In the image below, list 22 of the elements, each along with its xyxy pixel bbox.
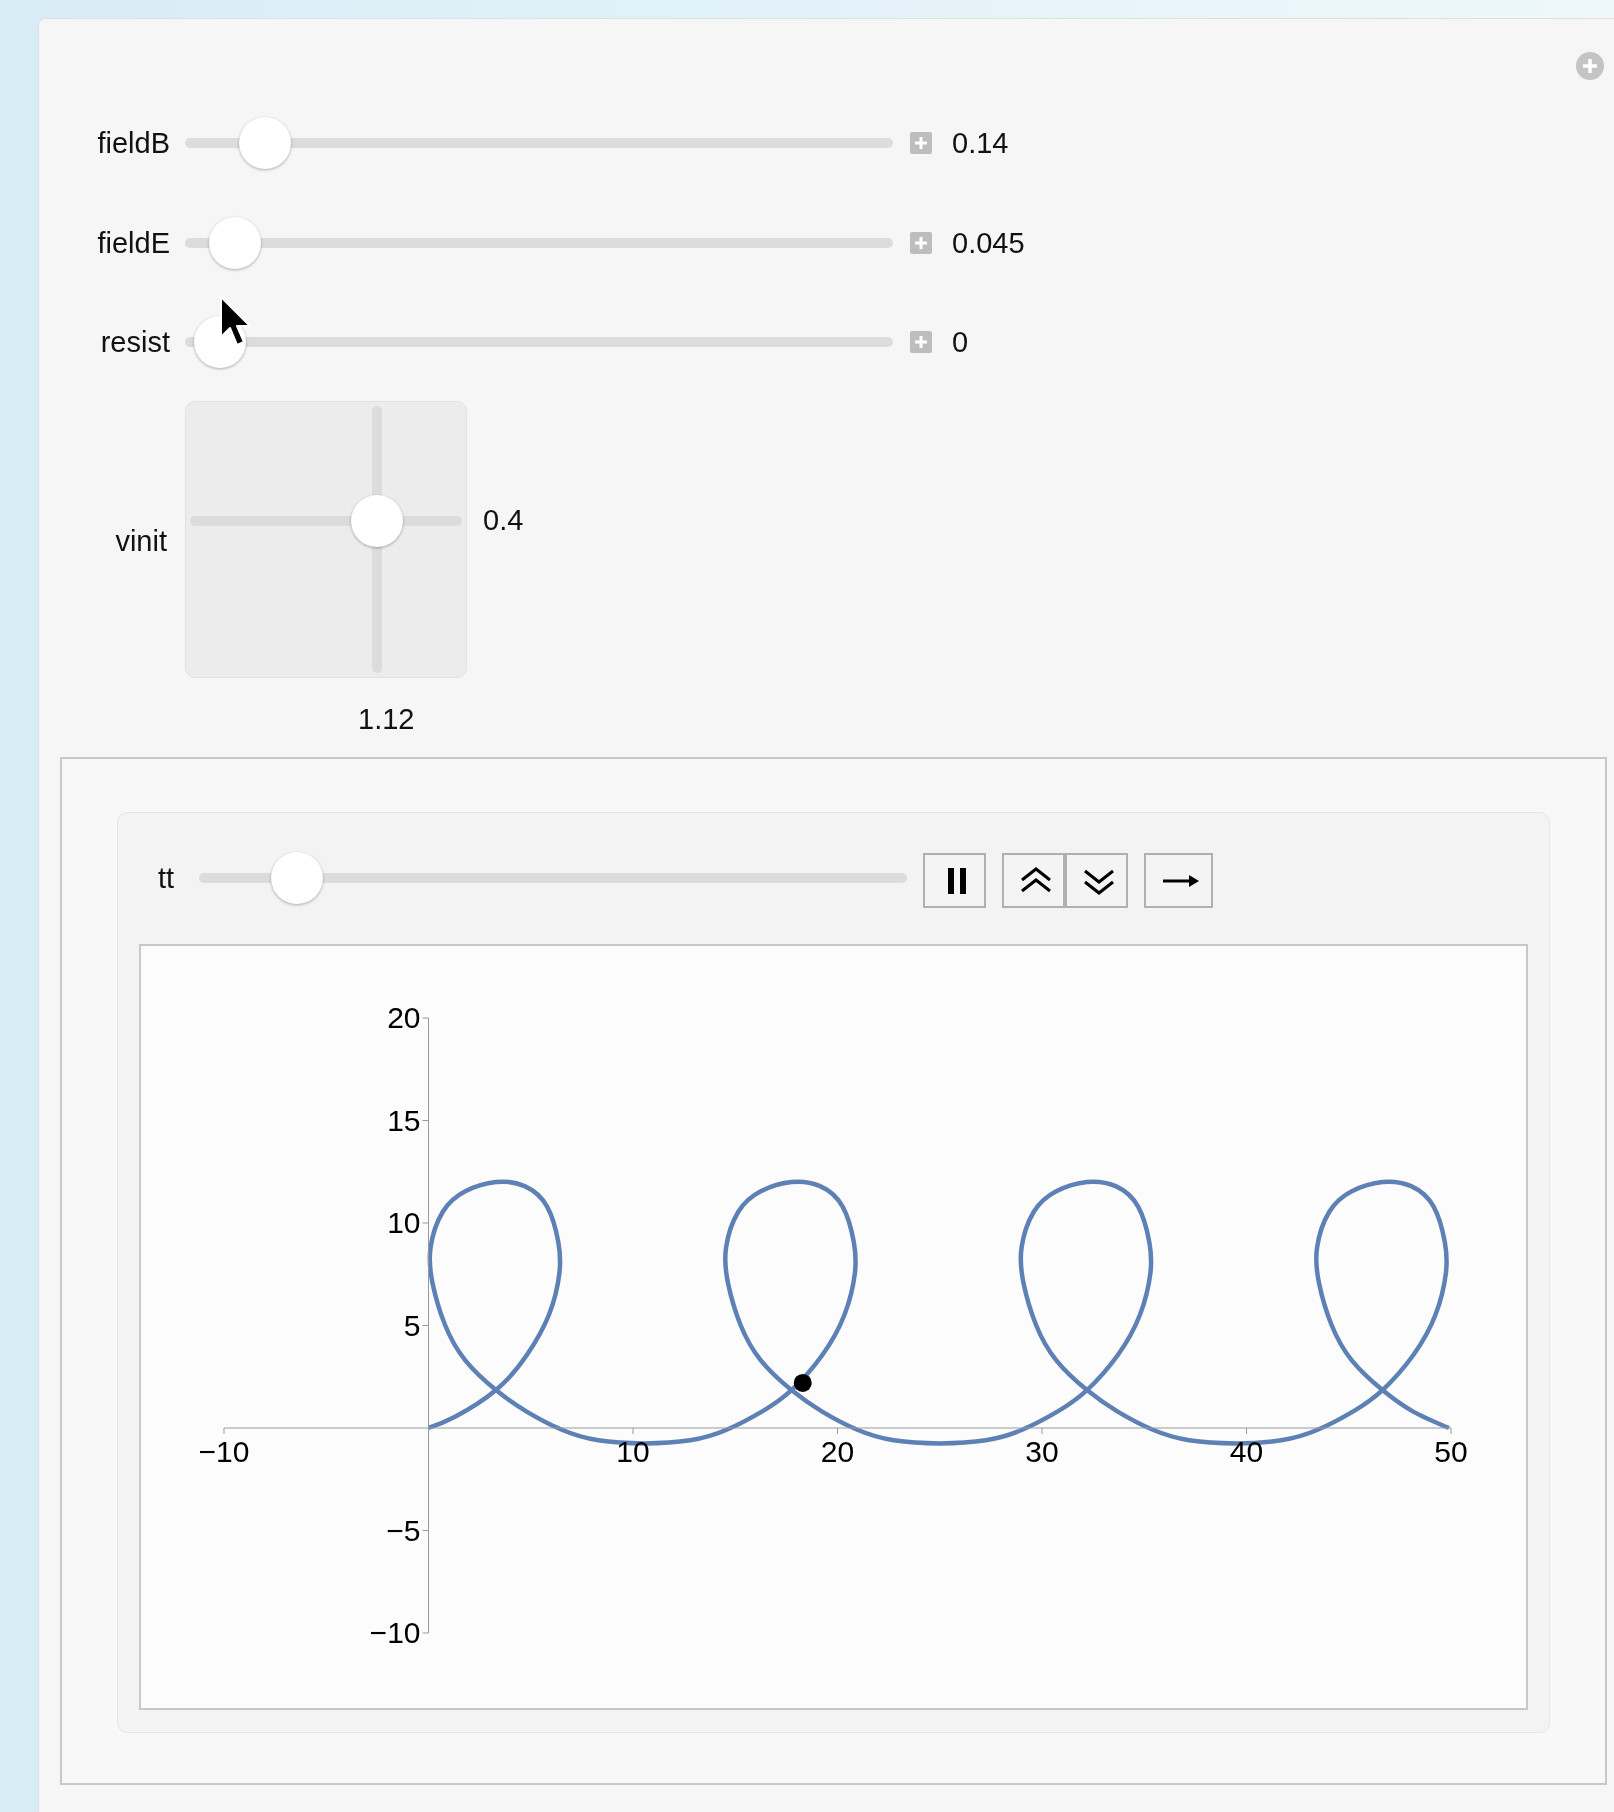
y-tick-label: 15: [387, 1103, 421, 1137]
y-tick-label: 10: [387, 1206, 421, 1239]
y-tick-label: 5: [403, 1308, 421, 1342]
text: 0: [952, 325, 969, 359]
text: resist: [100, 325, 170, 359]
text: 0.4: [483, 503, 524, 537]
x-tick-label: 30: [1025, 1435, 1059, 1468]
x-tick-label: 20: [820, 1435, 855, 1468]
text: 0.14: [952, 126, 1009, 160]
y-tick-label: −5: [386, 1513, 421, 1547]
x-tick-label: −10: [198, 1435, 250, 1468]
text: fieldE: [97, 226, 170, 260]
text: fieldB: [97, 126, 170, 160]
y-tick-label: 20: [387, 1001, 421, 1034]
x-tick-label: 50: [1434, 1435, 1468, 1468]
text: 1.12: [358, 702, 415, 736]
x-tick-label: 40: [1229, 1435, 1264, 1468]
x-tick-label: 10: [616, 1435, 650, 1468]
text: tt: [158, 861, 175, 895]
text: vinit: [115, 524, 167, 558]
y-tick-label: −10: [369, 1616, 421, 1649]
text: 0.045: [952, 226, 1025, 260]
